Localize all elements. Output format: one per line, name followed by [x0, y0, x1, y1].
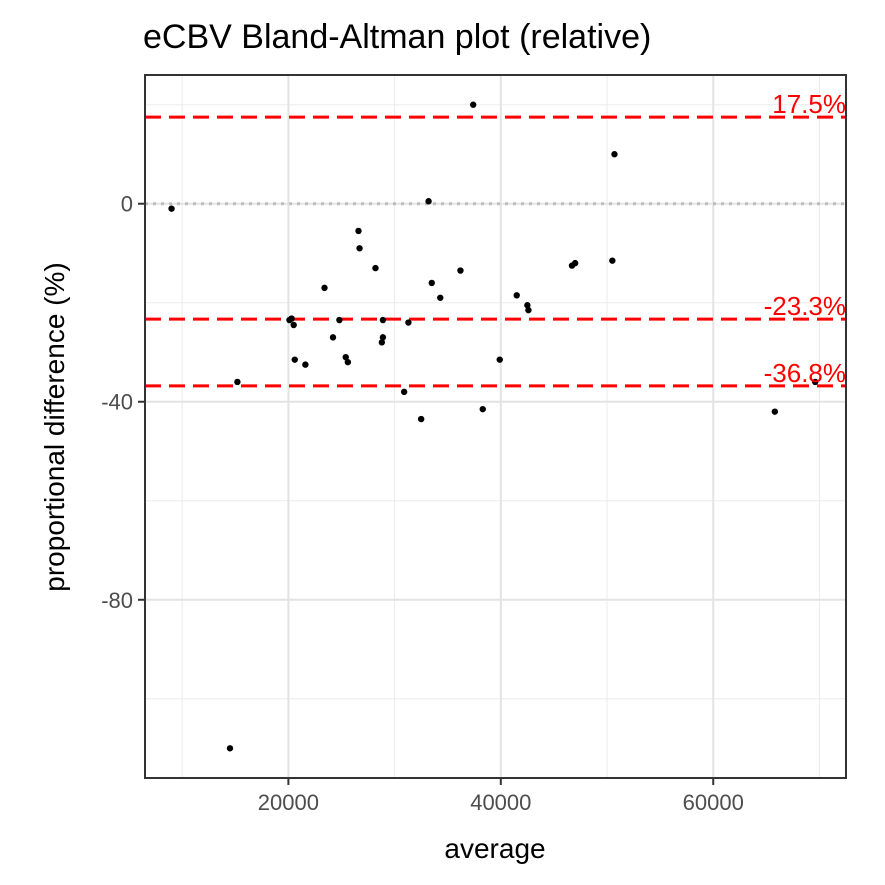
data-point — [329, 334, 337, 341]
x-tick-label: 60000 — [683, 790, 744, 815]
plot-panel-background — [145, 75, 846, 778]
data-point — [496, 356, 503, 363]
data-point — [344, 358, 352, 366]
data-point — [437, 294, 444, 301]
x-tick-label: 40000 — [470, 790, 531, 815]
data-point — [611, 151, 618, 158]
x-tick-label: 20000 — [258, 790, 319, 815]
data-point — [524, 302, 531, 309]
data-point — [168, 205, 175, 212]
data-point — [428, 279, 435, 287]
y-axis-ticks: -80 -40 0 — [101, 192, 145, 613]
y-tick-label: 0 — [121, 192, 133, 217]
data-point — [571, 259, 579, 267]
limit-line-label: -36.8% — [764, 358, 846, 388]
data-point — [356, 245, 363, 252]
data-point — [425, 198, 432, 205]
limit-line-label: -23.3% — [764, 291, 846, 321]
limit-line-labels: 17.5% -23.3% -36.8% — [764, 89, 846, 388]
data-point — [405, 319, 412, 326]
data-point — [378, 339, 386, 346]
data-point — [302, 361, 309, 368]
data-points — [168, 101, 819, 752]
plot-panel-border — [144, 74, 847, 779]
data-point — [379, 316, 387, 324]
data-point — [771, 408, 779, 415]
chart-title: eCBV Bland-Altman plot (relative) — [143, 18, 651, 56]
data-point — [342, 353, 349, 361]
data-point — [336, 316, 343, 324]
y-tick-label: -40 — [101, 390, 133, 415]
data-point — [513, 292, 520, 299]
data-point — [609, 257, 616, 264]
y-tick-label: -80 — [101, 588, 133, 613]
data-point — [469, 101, 477, 108]
data-point — [355, 227, 362, 235]
data-point — [291, 356, 298, 363]
y-axis-title: proportional difference (%) — [39, 262, 70, 591]
data-point — [457, 267, 464, 274]
data-point — [479, 405, 486, 413]
data-point — [417, 415, 425, 423]
data-point — [400, 388, 408, 396]
data-point — [811, 378, 819, 386]
data-point — [379, 334, 387, 341]
data-point — [234, 378, 241, 386]
data-point — [525, 306, 532, 314]
data-point — [372, 264, 379, 272]
data-point — [321, 284, 328, 292]
data-point — [288, 315, 295, 322]
data-point — [290, 321, 297, 329]
data-point — [226, 745, 234, 752]
x-axis-ticks: 20000 40000 60000 — [258, 778, 744, 815]
limit-line-label: 17.5% — [772, 89, 846, 119]
limit-lines — [145, 115, 846, 388]
x-axis-title: average — [444, 833, 545, 864]
